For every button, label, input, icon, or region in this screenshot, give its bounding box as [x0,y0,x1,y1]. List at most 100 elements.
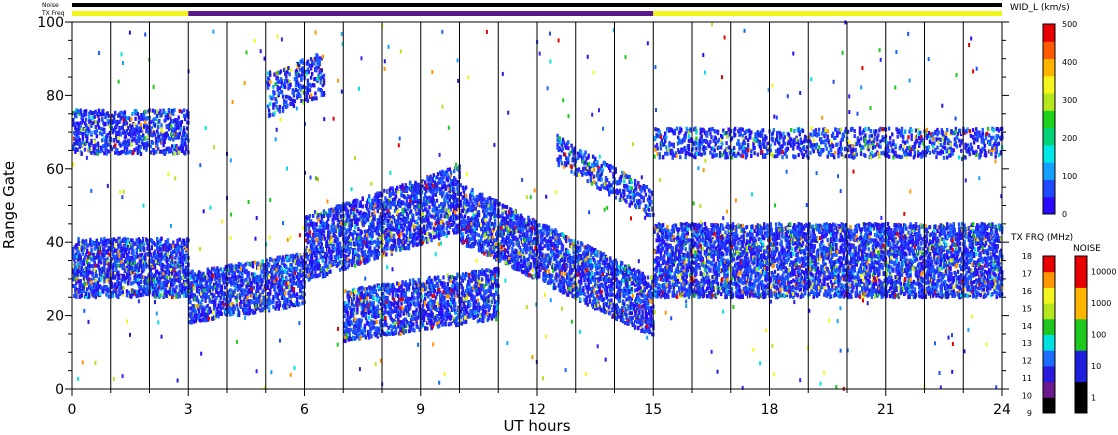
data-point-1449 [90,147,92,151]
data-point-2131 [201,298,203,302]
data-point-1941 [176,126,178,130]
data-point-79 [79,246,81,250]
data-point-1003 [159,248,161,252]
data-point-1504 [101,138,103,142]
data-point-1423 [85,129,87,133]
data-point-3627 [330,235,332,239]
data-point-2540 [245,278,247,282]
data-point-1872 [165,118,167,122]
data-point-2613 [254,261,256,265]
data-point-970 [156,270,158,274]
data-point-3894 [354,231,356,235]
scatter-points [72,20,1003,390]
data-point-2069 [195,318,197,322]
data-point-1344 [74,122,76,126]
data-point-3652 [333,221,335,225]
data-point-4035 [366,245,368,249]
data-point-2563 [248,271,250,275]
data-point-3128 [280,70,282,74]
data-point-3182 [294,99,296,103]
data-point-3663 [334,239,336,243]
data-point-4429 [403,233,405,237]
data-point-2670 [259,274,261,278]
data-point-639 [127,239,129,243]
data-point-4889 [442,191,444,195]
data-point-4712 [427,238,429,242]
data-point-4721 [428,222,430,226]
data-point-3500 [320,220,322,224]
data-point-825 [143,267,145,271]
data-point-2452 [236,299,238,303]
data-point-4437 [403,227,405,231]
data-point-4264 [386,247,388,251]
data-point-791 [140,280,142,284]
data-point-3149 [284,85,286,89]
data-point-3180 [293,90,295,94]
data-point-3022 [298,259,300,263]
data-point-692 [132,281,134,285]
data-point-2207 [210,310,212,314]
data-point-1535 [106,133,108,137]
data-point-3088 [269,80,271,84]
data-point-2974 [293,281,295,285]
data-point-2702 [263,271,265,275]
data-point-2833 [278,307,280,311]
data-point-4742 [429,234,431,238]
data-point-180 [87,243,89,247]
data-point-1946 [178,116,180,120]
data-point-4776 [433,173,435,177]
data-point-2889 [283,258,285,262]
data-point-2628 [255,293,257,297]
data-point-983 [157,241,159,245]
data-point-2932 [288,290,290,294]
data-point-3202 [298,73,300,77]
data-point-1796 [152,141,154,145]
data-point-1175 [174,289,176,293]
data-point-1859 [162,109,164,113]
data-point-553 [119,243,121,247]
data-point-326 [100,261,102,265]
data-point-3023 [298,280,300,284]
data-point-1989 [185,145,187,149]
data-point-3151 [285,95,287,99]
data-point-3113 [277,80,279,84]
data-point-4684 [425,207,427,211]
data-point-2938 [288,294,290,298]
data-point-3288 [315,96,317,100]
data-point-3733 [340,221,342,225]
data-point-982 [157,250,159,254]
data-point-2595 [252,265,254,269]
data-point-1615 [120,116,122,120]
data-point-178 [87,280,89,284]
data-point-1602 [117,136,119,140]
data-point-221 [90,281,92,285]
data-point-42 [75,243,77,247]
data-point-66 [77,242,79,246]
data-point-1947 [178,136,180,140]
data-point-3284 [314,92,316,96]
data-point-485 [114,243,116,247]
data-point-3169 [289,68,291,72]
data-point-3615 [329,270,331,274]
data-point-1631 [124,110,126,114]
data-point-2169 [206,283,208,287]
data-point-1635 [124,131,126,135]
data-point-4824 [437,187,439,191]
data-point-2977 [293,287,295,291]
data-point-3431 [313,222,315,226]
data-point-3829 [348,263,350,267]
data-point-1545 [108,114,110,118]
data-point-1740 [141,139,143,143]
data-point-1472 [95,125,97,129]
data-point-3690 [337,246,339,250]
data-point-3888 [353,259,355,263]
data-point-3163 [288,72,290,76]
data-point-947 [154,265,156,269]
data-point-4165 [378,252,380,256]
data-point-1892 [169,137,171,141]
data-point-2430 [234,307,236,311]
data-point-1194 [175,285,177,289]
data-point-1495 [98,118,100,122]
data-point-3267 [311,72,313,76]
data-point-1674 [130,117,132,121]
